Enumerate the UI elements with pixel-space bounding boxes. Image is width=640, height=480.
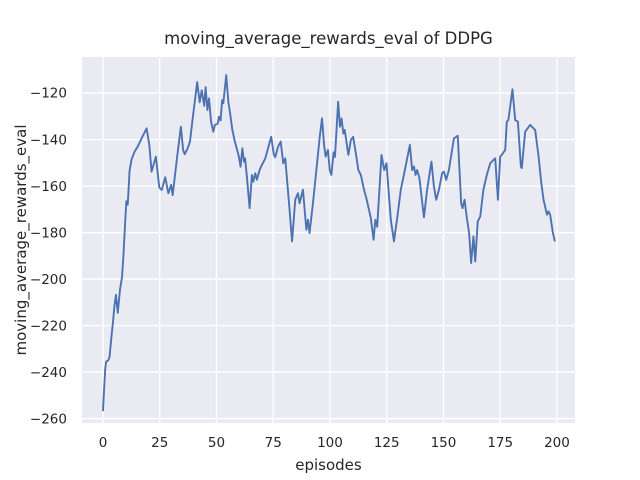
x-tick-label: 175 bbox=[487, 435, 513, 451]
x-tick-label: 75 bbox=[265, 435, 282, 451]
y-axis-label: moving_average_rewards_eval bbox=[12, 125, 31, 356]
x-tick-labels: 0 25 50 75 100 125 150 175 200 bbox=[99, 435, 570, 451]
plot-area bbox=[82, 57, 575, 423]
x-axis-label: episodes bbox=[295, 456, 362, 474]
y-tick-label: −160 bbox=[30, 179, 67, 195]
chart-title: moving_average_rewards_eval of DDPG bbox=[164, 29, 493, 49]
y-tick-label: −240 bbox=[30, 365, 67, 381]
y-tick-labels: −260 −240 −220 −200 −180 −160 −140 −120 bbox=[30, 86, 67, 428]
x-tick-label: 150 bbox=[431, 435, 457, 451]
y-tick-label: −180 bbox=[30, 225, 67, 241]
y-tick-label: −140 bbox=[30, 132, 67, 148]
y-tick-label: −260 bbox=[30, 411, 67, 427]
x-tick-label: 25 bbox=[151, 435, 168, 451]
y-tick-label: −200 bbox=[30, 272, 67, 288]
x-tick-label: 200 bbox=[544, 435, 570, 451]
x-tick-label: 50 bbox=[208, 435, 225, 451]
moving-average-line bbox=[102, 74, 556, 412]
x-tick-label: 100 bbox=[317, 435, 343, 451]
x-tick-label: 125 bbox=[374, 435, 400, 451]
gridlines bbox=[82, 57, 575, 423]
x-tick-label: 0 bbox=[99, 435, 108, 451]
y-tick-label: −120 bbox=[30, 86, 67, 102]
y-tick-label: −220 bbox=[30, 318, 67, 334]
